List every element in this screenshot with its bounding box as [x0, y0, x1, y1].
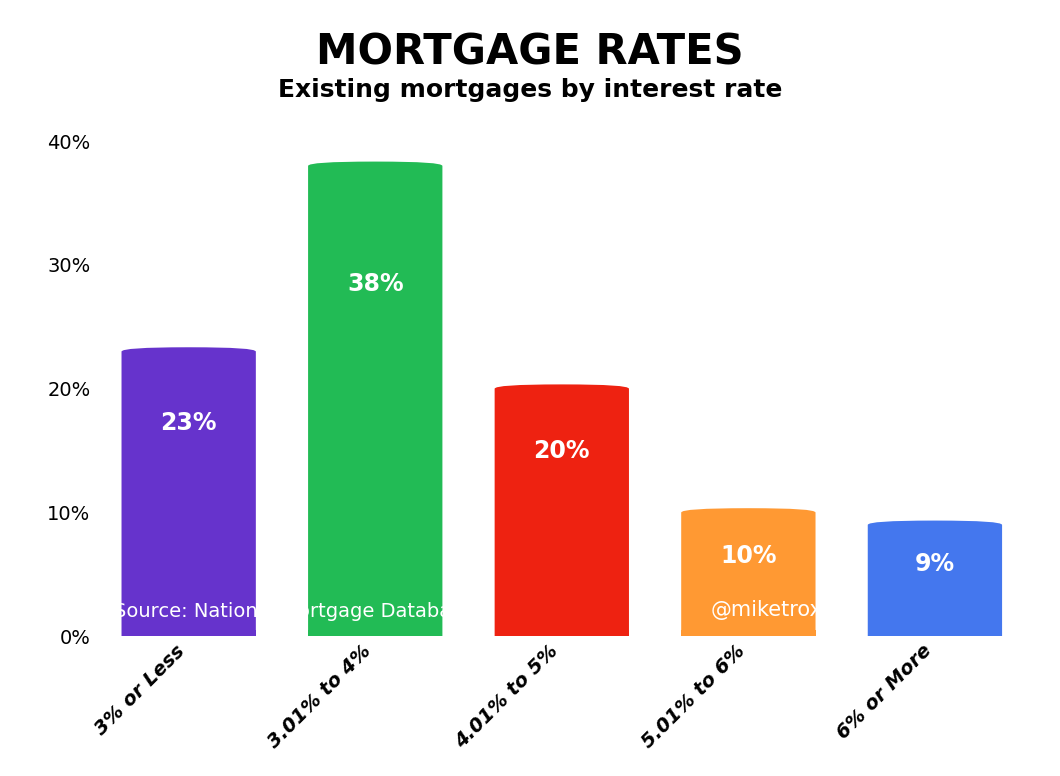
Text: Source: National Mortgage Database: Source: National Mortgage Database: [114, 601, 474, 621]
FancyBboxPatch shape: [122, 348, 255, 641]
FancyBboxPatch shape: [495, 384, 629, 641]
Text: MORTGAGE RATES: MORTGAGE RATES: [316, 31, 744, 73]
Text: 20%: 20%: [533, 438, 590, 462]
Bar: [868, 630, 1002, 636]
Text: 38%: 38%: [347, 272, 404, 296]
FancyBboxPatch shape: [308, 161, 442, 641]
Text: 10%: 10%: [720, 544, 777, 568]
Bar: [495, 630, 629, 636]
Text: Existing mortgages by interest rate: Existing mortgages by interest rate: [278, 78, 782, 102]
FancyBboxPatch shape: [682, 508, 815, 641]
Bar: [122, 630, 255, 636]
Text: @miketroxell_: @miketroxell_: [711, 600, 858, 621]
Bar: [682, 630, 815, 636]
Bar: [308, 630, 442, 636]
FancyBboxPatch shape: [868, 521, 1002, 641]
Text: 23%: 23%: [160, 411, 217, 435]
Text: 9%: 9%: [915, 552, 955, 576]
